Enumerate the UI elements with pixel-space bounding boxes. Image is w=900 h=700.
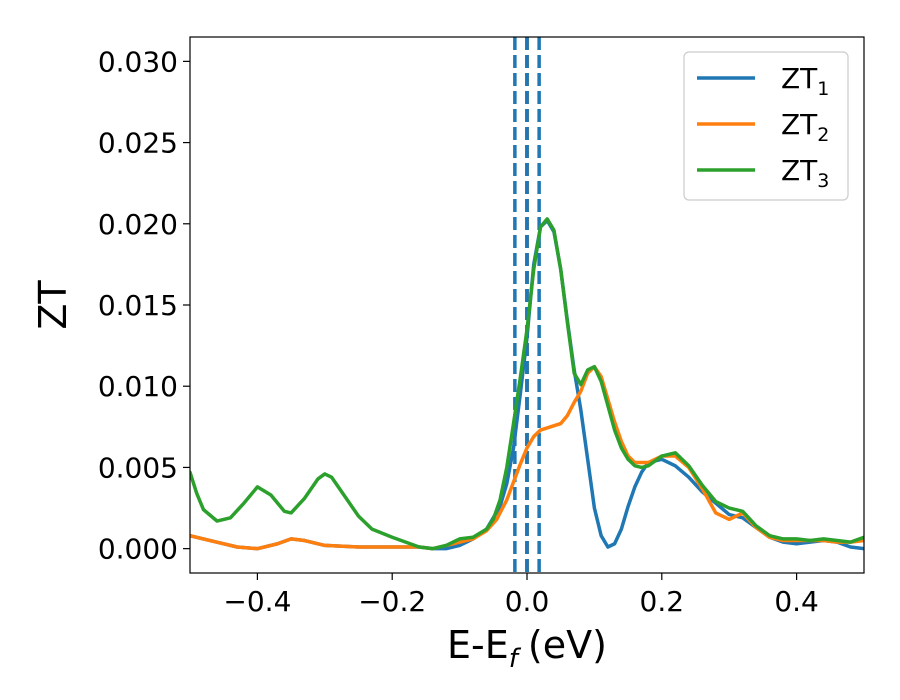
y-axis-label: ZT	[31, 280, 75, 330]
y-tick-label: 0.030	[98, 45, 178, 78]
reference-lines	[513, 37, 541, 573]
x-axis-label: E-Ef (eV)	[447, 623, 607, 674]
y-axis: 0.000 0.005 0.010 0.015 0.020 0.025 0.030	[98, 45, 190, 566]
x-tick-label: 0.2	[640, 585, 685, 618]
y-tick-label: 0.005	[98, 451, 178, 484]
y-tick-label: 0.020	[98, 208, 178, 241]
y-tick-label: 0.010	[98, 370, 178, 403]
series-group	[190, 217, 864, 551]
x-tick-label: 0.4	[774, 585, 819, 618]
legend-label-2: ZT2	[781, 108, 829, 146]
y-tick-label: 0.025	[98, 127, 178, 160]
legend-label-3: ZT3	[781, 154, 829, 192]
y-tick-label: 0.015	[98, 289, 178, 322]
x-axis: −0.4 −0.2 0.0 0.2 0.4	[223, 573, 819, 618]
legend-box	[683, 51, 849, 201]
legend-label-1: ZT1	[781, 62, 829, 100]
series-line-3	[190, 217, 864, 551]
x-tick-label: −0.2	[358, 585, 426, 618]
x-tick-label: 0.0	[505, 585, 550, 618]
x-tick-label: −0.4	[223, 585, 291, 618]
legend: ZT1 ZT2 ZT3	[683, 51, 849, 201]
y-tick-label: 0.000	[98, 533, 178, 566]
